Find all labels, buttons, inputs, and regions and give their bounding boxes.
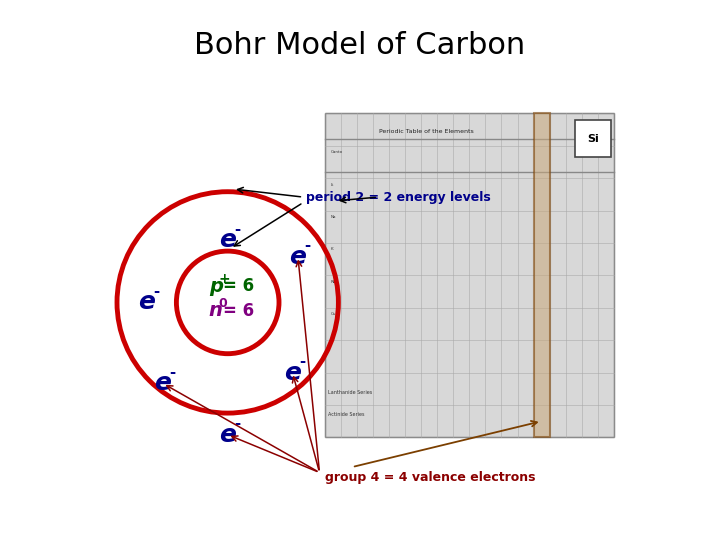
Text: -: -	[169, 365, 176, 380]
Text: Canto: Canto	[330, 150, 343, 154]
Bar	[325, 113, 613, 437]
Text: period 2 = 2 energy levels: period 2 = 2 energy levels	[306, 191, 491, 204]
Text: p: p	[209, 276, 222, 296]
Text: n: n	[209, 301, 222, 320]
Bar	[534, 113, 549, 437]
Text: -: -	[305, 238, 311, 253]
Text: e: e	[138, 291, 156, 314]
Text: Periodic Table of the Elements: Periodic Table of the Elements	[379, 129, 473, 134]
Text: Li: Li	[330, 183, 334, 187]
Bar	[575, 120, 611, 157]
Text: = 6: = 6	[223, 301, 254, 320]
Text: -: -	[299, 354, 305, 369]
Text: e: e	[284, 361, 301, 384]
Text: e: e	[219, 423, 236, 447]
Text: Cs: Cs	[330, 312, 336, 316]
Text: Na: Na	[330, 215, 336, 219]
Text: Si: Si	[587, 133, 599, 144]
Text: K: K	[330, 247, 333, 252]
Text: Lanthanide Series: Lanthanide Series	[328, 389, 372, 395]
Text: group 4 = 4 valence electrons: group 4 = 4 valence electrons	[325, 471, 536, 484]
Text: 0: 0	[219, 297, 228, 310]
Text: Actinide Series: Actinide Series	[328, 412, 364, 417]
Text: -: -	[153, 284, 160, 299]
Text: -: -	[234, 222, 240, 237]
Text: e: e	[289, 245, 307, 268]
Text: -: -	[234, 416, 240, 431]
Text: Bohr Model of Carbon: Bohr Model of Carbon	[194, 31, 526, 60]
Text: = 6: = 6	[223, 277, 254, 295]
Text: e: e	[219, 228, 236, 252]
Text: e: e	[154, 372, 171, 395]
Text: Rb: Rb	[330, 280, 336, 284]
Text: +: +	[219, 272, 230, 286]
